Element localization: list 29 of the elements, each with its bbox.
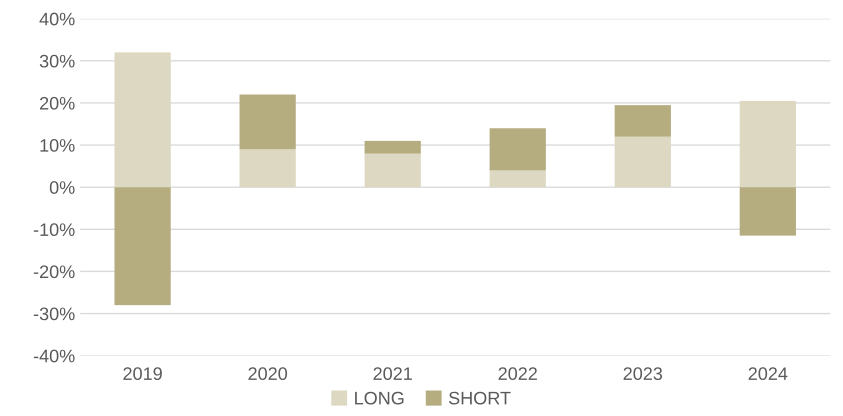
y-tick-label: 20% [40,96,75,110]
bar [614,105,671,137]
y-tick-label: -40% [34,350,75,362]
bar [114,52,171,188]
x-tick-label: 2020 [248,367,288,380]
y-tick-label: -30% [34,307,75,320]
bar [364,154,421,188]
bar [490,128,546,170]
x-tick-label: 2023 [624,367,662,380]
y-tick-label: 30% [40,54,75,68]
bar [740,100,796,188]
legend-label: SHORT [448,392,511,404]
legend-label: LONG [355,392,404,404]
y-tick-label: 40% [40,12,75,26]
bar [114,187,171,306]
x-tick-label: 2024 [748,367,788,380]
y-tick-label: -20% [34,265,75,278]
x-tick-label: 2021 [374,367,412,380]
y-tick-label: 0% [50,181,75,194]
x-tick-label: 2022 [498,367,537,380]
bar [240,149,296,188]
bar [240,94,296,150]
y-tick-label: 10% [40,139,75,152]
bar [740,187,796,236]
bar [614,136,671,188]
bar [364,140,421,154]
bar [490,170,546,188]
y-tick-label: -10% [34,223,75,236]
x-tick-label: 2019 [123,367,162,380]
